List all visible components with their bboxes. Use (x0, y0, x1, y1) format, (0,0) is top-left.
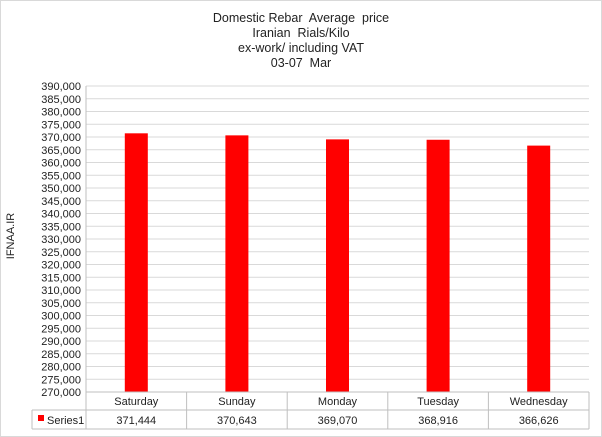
y-tick-label: 270,000 (41, 387, 81, 399)
data-table-value: 371,444 (116, 415, 156, 427)
title-line-2: Iranian Rials/Kilo (252, 26, 350, 40)
y-tick-label: 385,000 (41, 94, 81, 106)
y-tick-label: 340,000 (41, 209, 81, 221)
y-tick-label: 285,000 (41, 349, 81, 361)
y-tick-label: 365,000 (41, 145, 81, 157)
legend-label: Series1 (47, 415, 84, 427)
y-tick-label: 290,000 (41, 336, 81, 348)
y-tick-label: 370,000 (41, 132, 81, 144)
y-tick-label: 295,000 (41, 323, 81, 335)
y-tick-label: 320,000 (41, 260, 81, 272)
x-tick-label: Tuesday (417, 396, 459, 408)
x-tick-label: Sunday (218, 396, 256, 408)
x-tick-label: Monday (318, 396, 358, 408)
legend-swatch (38, 415, 44, 421)
title-line-1: Domestic Rebar Average price (212, 11, 390, 25)
y-tick-label: 330,000 (41, 234, 81, 246)
bar (527, 145, 551, 392)
y-tick-label: 380,000 (41, 107, 81, 119)
y-tick-label: 275,000 (41, 374, 81, 386)
title-line-3: ex-work/ including VAT (238, 41, 364, 55)
y-tick-label: 355,000 (41, 170, 81, 182)
y-tick-label: 350,000 (41, 183, 81, 195)
y-tick-label: 390,000 (41, 81, 81, 93)
x-tick-label: Wednesday (510, 396, 568, 408)
y-tick-label: 280,000 (41, 362, 81, 374)
x-tick-label: Saturday (114, 396, 159, 408)
bar (225, 135, 249, 392)
title-line-4: 03-07 Mar (270, 56, 332, 70)
data-table-value: 366,626 (519, 415, 559, 427)
y-tick-label: 325,000 (41, 247, 81, 259)
y-tick-label: 335,000 (41, 221, 81, 233)
bar (426, 139, 450, 392)
data-table-value: 368,916 (418, 415, 458, 427)
y-tick-label: 305,000 (41, 298, 81, 310)
y-tick-label: 375,000 (41, 119, 81, 131)
y-tick-label: 360,000 (41, 158, 81, 170)
chart-title: Domestic Rebar Average price Iranian Ria… (0, 11, 602, 71)
bar (326, 139, 349, 392)
data-table-value: 370,643 (217, 415, 257, 427)
y-tick-label: 315,000 (41, 272, 81, 284)
y-tick-label: 300,000 (41, 311, 81, 323)
data-table-value: 369,070 (318, 415, 358, 427)
bar (124, 133, 148, 392)
y-tick-label: 345,000 (41, 196, 81, 208)
y-tick-label: 310,000 (41, 285, 81, 297)
